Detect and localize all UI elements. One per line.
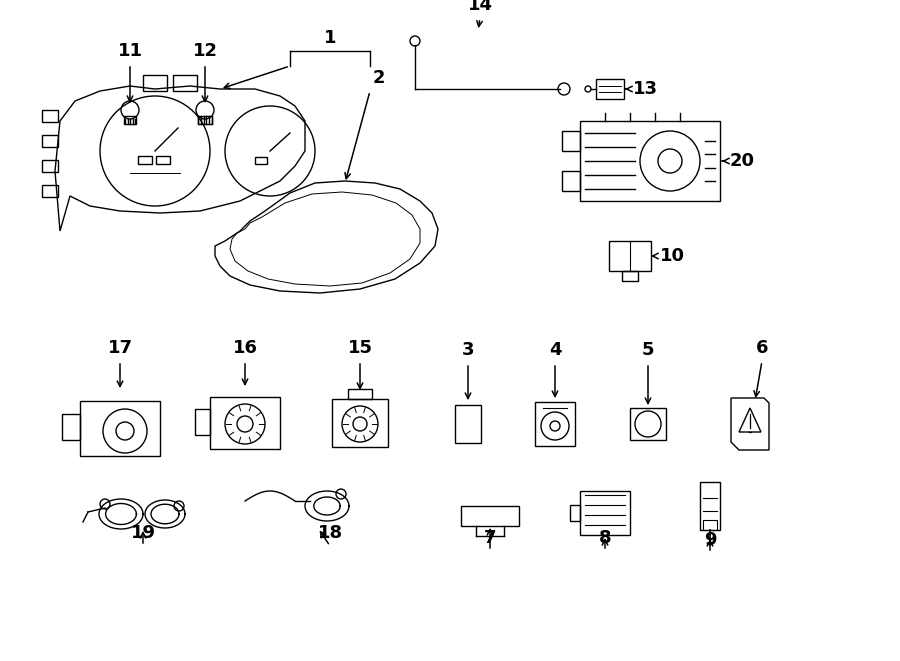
- Text: 16: 16: [232, 339, 257, 357]
- Text: 15: 15: [347, 339, 373, 357]
- Text: 18: 18: [318, 524, 343, 542]
- Text: 11: 11: [118, 42, 142, 60]
- Text: 6: 6: [756, 339, 769, 357]
- Text: 5: 5: [642, 341, 654, 359]
- Text: 10: 10: [660, 247, 685, 265]
- Text: 3: 3: [462, 341, 474, 359]
- Text: 14: 14: [467, 0, 492, 14]
- Text: 1: 1: [324, 29, 337, 47]
- Text: 9: 9: [704, 531, 716, 549]
- Text: 20: 20: [730, 152, 755, 170]
- Text: 12: 12: [193, 42, 218, 60]
- Text: 4: 4: [549, 341, 562, 359]
- Text: 17: 17: [107, 339, 132, 357]
- Text: 13: 13: [633, 80, 658, 98]
- Text: 19: 19: [130, 524, 156, 542]
- Text: 8: 8: [598, 529, 611, 547]
- Text: 2: 2: [373, 69, 385, 87]
- Text: 7: 7: [484, 529, 496, 547]
